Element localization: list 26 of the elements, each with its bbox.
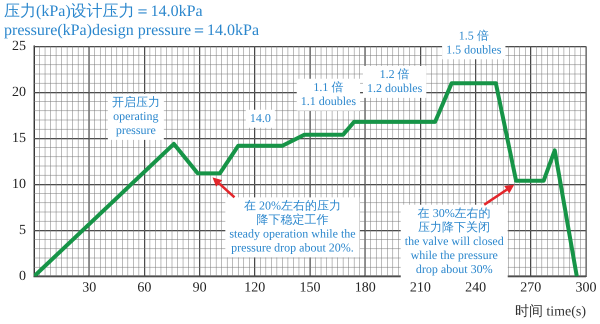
x-tick-label: 240: [465, 280, 486, 296]
x-tick-label: 210: [410, 280, 431, 296]
annotation: 在 30%左右的压力降下关闭 the valve will closed while the pressure drop about 30%: [404, 206, 504, 276]
annotation: 在 20%左右的压力降下稳定工作 steady operation while the pressure drop about 20%.: [229, 198, 356, 255]
annotation: 1.1 倍 1.1 doubles: [300, 80, 356, 108]
annotation: 1.5 倍 1.5 doubles: [446, 28, 502, 56]
x-tick-label: 180: [354, 280, 376, 296]
chart-subtitle: pressure(kPa)design pressure＝14.0kPa: [4, 22, 260, 40]
x-axis-title: 时间 time(s): [514, 303, 586, 320]
y-tick-label: 0: [19, 269, 26, 284]
y-tick-label: 20: [12, 85, 26, 100]
x-tick-label: 270: [520, 280, 542, 296]
y-tick-label: 5: [19, 223, 26, 238]
y-tick-label: 25: [12, 39, 26, 54]
y-tick-label: 10: [12, 177, 26, 192]
x-tick-label: 60: [137, 280, 152, 296]
x-tick-label: 120: [244, 280, 266, 296]
annotation: 14.0: [250, 110, 271, 125]
y-tick-label: 15: [12, 131, 26, 146]
annotation: 1.2 倍 1.2 doubles: [366, 66, 423, 95]
x-tick-label: 300: [576, 280, 596, 296]
chart-title: 压力(kPa)设计压力＝14.0kPa: [4, 2, 203, 20]
x-tick-label: 150: [300, 280, 320, 296]
annotation: 开启压力 operating pressure: [112, 95, 160, 138]
x-tick-label: 30: [82, 280, 96, 296]
x-tick-label: 90: [192, 280, 207, 296]
